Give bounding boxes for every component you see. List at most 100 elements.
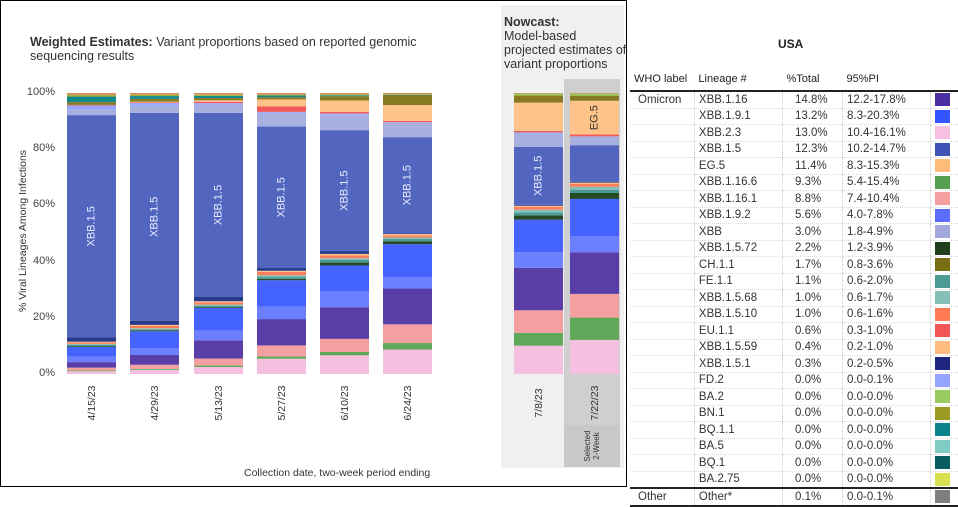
bar-segment-eg-5[interactable]	[320, 100, 369, 113]
bar-segment-xbb[interactable]	[514, 132, 563, 147]
bar-segment-xbb-1-5-10[interactable]	[570, 183, 619, 187]
bar-segment-xbb-1-16-6[interactable]	[130, 368, 179, 370]
bar-segment-xbb-1-16-6[interactable]	[67, 370, 116, 372]
bar-segment-xbb[interactable]	[383, 122, 432, 138]
bar-segment-xbb-2-3[interactable]	[383, 349, 432, 374]
bar-segment-xbb-1-16[interactable]	[514, 267, 563, 311]
bar-segment-bq-1-1[interactable]	[320, 95, 369, 97]
bar-segment-bq-1-1[interactable]	[257, 95, 306, 98]
bar-segment-xbb[interactable]	[67, 109, 116, 116]
bar-segment-xbb[interactable]	[257, 112, 306, 127]
bar-segment-ch-1-1[interactable]	[320, 96, 369, 101]
bar-segment-eu-1-1[interactable]	[383, 120, 432, 123]
bar-segment-eu-1-1[interactable]	[257, 106, 306, 112]
bar-segment-xbb-1-5-59[interactable]	[194, 301, 243, 303]
bar-segment-ba-2[interactable]	[194, 94, 243, 96]
bar-segment-xbb-1-16[interactable]	[320, 307, 369, 339]
bar-segment-xbb-1-5-72[interactable]	[383, 241, 432, 245]
bar-segment-xbb-1-5[interactable]	[320, 130, 369, 252]
bar-segment-xbb-1-5-72[interactable]	[257, 278, 306, 281]
bar-segment-xbb-1-9-1[interactable]	[194, 307, 243, 331]
bar-segment-ch-1-1[interactable]	[194, 98, 243, 101]
bar-segment-other[interactable]	[320, 93, 369, 95]
bar-segment-xbb-1-5-72[interactable]	[514, 215, 563, 220]
bar-segment-bn-1[interactable]	[67, 95, 116, 97]
bar-segment-xbb-1-16-1[interactable]	[383, 324, 432, 344]
bar-segment-xbb-1-5-68[interactable]	[194, 304, 243, 306]
bar-segment-xbb-1-5-68[interactable]	[383, 237, 432, 239]
bar-segment-fe-1-1[interactable]	[570, 189, 619, 193]
bar-segment-xbb-1-5-10[interactable]	[67, 342, 116, 344]
bar-segment-xbb-1-16-6[interactable]	[320, 351, 369, 356]
bar-group[interactable]	[514, 93, 563, 374]
bar-segment-xbb-1-16[interactable]	[67, 362, 116, 368]
bar-segment-ch-1-1[interactable]	[383, 95, 432, 106]
bar-segment-fd-2[interactable]	[67, 105, 116, 110]
bar-segment-xbb-1-16-6[interactable]	[194, 365, 243, 367]
bar-segment-other[interactable]	[194, 93, 243, 95]
bar-segment-xbb-1-16-1[interactable]	[570, 293, 619, 318]
bar-segment-fd-2[interactable]	[194, 103, 243, 105]
bar-segment-xbb-1-9-2[interactable]	[257, 306, 306, 320]
bar-segment-xbb-1-5-68[interactable]	[570, 186, 619, 190]
bar-segment-eu-1-1[interactable]	[130, 102, 179, 104]
bar-segment-xbb-1-16-6[interactable]	[570, 317, 619, 340]
bar-segment-xbb-2-3[interactable]	[67, 371, 116, 374]
bar-segment-xbb-1-5-1[interactable]	[130, 320, 179, 325]
bar-segment-ba-2[interactable]	[514, 93, 563, 96]
bar-segment-xbb-2-3[interactable]	[320, 355, 369, 374]
bar-segment-fe-1-1[interactable]	[383, 238, 432, 242]
bar-segment-xbb[interactable]	[194, 104, 243, 113]
bar-segment-xbb-1-16[interactable]	[383, 288, 432, 325]
bar-segment-other[interactable]	[67, 93, 116, 95]
bar-segment-xbb-1-9-1[interactable]	[514, 219, 563, 253]
bar-segment-xbb-1-9-2[interactable]	[67, 356, 116, 363]
bar-segment-fe-1-1[interactable]	[320, 259, 369, 263]
bar-segment-xbb-1-5[interactable]	[514, 146, 563, 205]
bar-segment-xbb-1-9-2[interactable]	[320, 291, 369, 308]
bar-segment-eu-1-1[interactable]	[514, 130, 563, 133]
bar-segment-xbb-1-16[interactable]	[257, 319, 306, 346]
bar-segment-xbb-1-5-72[interactable]	[130, 330, 179, 332]
bar-segment-xbb-1-5-68[interactable]	[130, 328, 179, 330]
bar-segment-xbb-1-5-59[interactable]	[130, 324, 179, 327]
bar-segment-eg-5[interactable]	[257, 99, 306, 107]
bar-segment-xbb-1-5-1[interactable]	[514, 204, 563, 206]
bar-segment-eg-5[interactable]	[130, 101, 179, 103]
bar-segment-eu-1-1[interactable]	[67, 104, 116, 106]
bar-segment-eg-5[interactable]	[383, 105, 432, 121]
bar-segment-xbb-1-5-72[interactable]	[194, 307, 243, 308]
bar-segment-eg-5[interactable]	[570, 100, 619, 135]
bar-segment-xbb-1-9-2[interactable]	[514, 252, 563, 268]
bar-group[interactable]	[130, 93, 179, 374]
bar-segment-fd-2[interactable]	[257, 111, 306, 113]
bar-segment-ba-2[interactable]	[130, 94, 179, 96]
bar-segment-eg-5[interactable]	[514, 102, 563, 131]
bar-segment-xbb-1-9-1[interactable]	[570, 198, 619, 237]
bar-segment-other[interactable]	[514, 93, 563, 94]
bar-segment-xbb-1-5-1[interactable]	[257, 268, 306, 271]
bar-segment-xbb-1-9-1[interactable]	[257, 280, 306, 307]
bar-segment-xbb-1-5[interactable]	[130, 112, 179, 321]
bar-segment-xbb-1-9-1[interactable]	[130, 331, 179, 349]
bar-segment-ba-2[interactable]	[67, 94, 116, 96]
bar-segment-xbb-1-16-1[interactable]	[194, 358, 243, 366]
bar-segment-xbb-2-3[interactable]	[194, 366, 243, 375]
bar-segment-fe-1-1[interactable]	[130, 329, 179, 331]
bar-segment-bn-1[interactable]	[194, 94, 243, 96]
bar-segment-xbb-1-9-2[interactable]	[130, 348, 179, 356]
bar-segment-xbb-1-16[interactable]	[130, 355, 179, 365]
bar-segment-fe-1-1[interactable]	[514, 212, 563, 216]
bar-segment-xbb[interactable]	[320, 114, 369, 131]
bar-segment-xbb-1-16-6[interactable]	[257, 356, 306, 359]
bar-segment-xbb-1-5-59[interactable]	[383, 234, 432, 236]
bar-segment-xbb-1-5-68[interactable]	[257, 275, 306, 277]
bar-segment-xbb-1-5-59[interactable]	[257, 270, 306, 272]
bar-segment-xbb-1-5[interactable]	[67, 115, 116, 338]
bar-segment-xbb-1-5-72[interactable]	[320, 262, 369, 266]
bar-segment-xbb-1-5-1[interactable]	[383, 233, 432, 235]
bar-segment-other[interactable]	[383, 93, 432, 95]
bar-segment-ch-1-1[interactable]	[130, 98, 179, 102]
bar-segment-ba-2[interactable]	[320, 94, 369, 96]
bar-segment-xbb-2-3[interactable]	[130, 369, 179, 374]
